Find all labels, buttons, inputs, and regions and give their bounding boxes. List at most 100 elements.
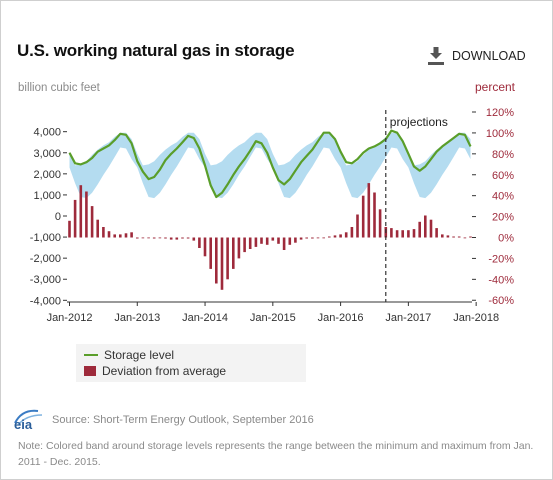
deviation-bar bbox=[186, 237, 190, 239]
deviation-bar bbox=[367, 183, 371, 238]
right-tick-label: 40% bbox=[492, 191, 514, 203]
storage-point bbox=[351, 163, 353, 164]
deviation-bar bbox=[333, 235, 337, 238]
deviation-bar bbox=[158, 237, 162, 239]
deviation-bar bbox=[294, 237, 297, 243]
x-tick-label: Jan-2012 bbox=[47, 312, 93, 324]
download-button[interactable]: DOWNLOAD bbox=[428, 45, 526, 67]
storage-point bbox=[317, 140, 319, 142]
deviation-bar bbox=[248, 237, 252, 249]
right-tick-label: -60% bbox=[488, 295, 514, 307]
deviation-bar bbox=[164, 237, 167, 239]
deviation-bar bbox=[90, 206, 94, 238]
deviation-bar bbox=[73, 199, 77, 238]
storage-point bbox=[419, 170, 421, 171]
deviation-bar bbox=[463, 237, 467, 239]
deviation-bar bbox=[96, 219, 99, 238]
storage-point bbox=[396, 132, 398, 133]
storage-point bbox=[74, 163, 76, 164]
storage-point bbox=[289, 178, 291, 180]
min-max-band bbox=[69, 132, 471, 199]
deviation-bar bbox=[288, 237, 292, 245]
download-label: DOWNLOAD bbox=[452, 49, 526, 63]
deviation-bar bbox=[119, 234, 122, 238]
legend-item-storage: Storage level bbox=[84, 348, 174, 362]
storage-point bbox=[436, 151, 437, 152]
storage-point bbox=[306, 155, 308, 157]
storage-point bbox=[216, 196, 217, 198]
deviation-bar bbox=[390, 228, 393, 238]
storage-point bbox=[391, 130, 392, 131]
deviation-bars bbox=[68, 183, 472, 290]
storage-point bbox=[323, 132, 325, 133]
left-tick-label: -1,000 bbox=[30, 232, 61, 244]
storage-point bbox=[362, 152, 364, 154]
deviation-bar bbox=[85, 191, 88, 238]
storage-point bbox=[120, 133, 121, 135]
deviation-bar bbox=[169, 237, 173, 240]
legend-item-deviation: Deviation from average bbox=[84, 364, 226, 378]
deviation-bar bbox=[232, 237, 235, 269]
deviation-bar bbox=[147, 237, 150, 239]
deviation-bar bbox=[305, 237, 308, 239]
storage-point bbox=[447, 141, 449, 143]
deviation-bar bbox=[152, 237, 156, 239]
storage-point bbox=[374, 146, 375, 147]
right-tick-label: 60% bbox=[492, 170, 514, 182]
storage-point bbox=[221, 192, 223, 194]
storage-point bbox=[334, 138, 336, 140]
storage-point bbox=[379, 143, 381, 144]
storage-level-line bbox=[68, 129, 472, 199]
left-tick-label: 2,000 bbox=[33, 169, 61, 181]
storage-point bbox=[193, 137, 195, 139]
deviation-bar bbox=[68, 220, 71, 238]
note-text: Note: Colored band around storage levels… bbox=[18, 440, 534, 468]
x-tick-label: Jan-2017 bbox=[385, 312, 431, 324]
deviation-bar bbox=[102, 227, 105, 238]
storage-point bbox=[408, 153, 409, 155]
storage-point bbox=[114, 139, 115, 141]
left-tick-label: -3,000 bbox=[30, 274, 61, 286]
storage-point bbox=[69, 152, 70, 154]
storage-point bbox=[108, 145, 110, 146]
deviation-bar bbox=[322, 237, 325, 239]
deviation-bar bbox=[181, 237, 184, 239]
storage-point bbox=[357, 158, 358, 160]
deviation-bar bbox=[79, 185, 83, 238]
deviation-bar bbox=[198, 237, 201, 248]
legend-swatch-storage bbox=[84, 354, 98, 356]
deviation-bar bbox=[299, 237, 303, 240]
storage-point bbox=[204, 165, 206, 166]
storage-point bbox=[187, 135, 189, 137]
storage-point bbox=[430, 158, 432, 160]
storage-point bbox=[210, 185, 211, 186]
deviation-bar bbox=[277, 237, 280, 244]
storage-point bbox=[295, 170, 296, 171]
storage-point bbox=[278, 179, 279, 181]
deviation-bar bbox=[339, 234, 342, 238]
storage-point bbox=[300, 161, 302, 163]
deviation-bar bbox=[282, 237, 286, 250]
source-text: Source: Short-Term Energy Outlook, Septe… bbox=[52, 414, 314, 426]
deviation-bar bbox=[311, 237, 314, 239]
storage-point bbox=[272, 167, 274, 168]
x-tick-label: Jan-2016 bbox=[318, 312, 364, 324]
deviation-bar bbox=[407, 230, 410, 238]
projection-label: projections bbox=[390, 115, 448, 129]
storage-point bbox=[266, 152, 268, 154]
storage-point bbox=[103, 148, 104, 149]
deviation-bar bbox=[424, 215, 427, 238]
deviation-bar bbox=[237, 237, 241, 259]
deviation-bar bbox=[254, 237, 258, 247]
deviation-bar bbox=[469, 236, 472, 238]
deviation-bar bbox=[446, 235, 450, 238]
deviation-bar bbox=[192, 237, 196, 241]
storage-point bbox=[413, 166, 415, 167]
right-tick-label: -40% bbox=[488, 274, 514, 286]
storage-point bbox=[464, 134, 466, 136]
deviation-bar bbox=[215, 237, 218, 284]
deviation-bar bbox=[141, 237, 145, 239]
right-tick-label: 20% bbox=[492, 212, 514, 224]
left-tick-label: -4,000 bbox=[30, 295, 61, 307]
deviation-bar bbox=[418, 221, 421, 238]
